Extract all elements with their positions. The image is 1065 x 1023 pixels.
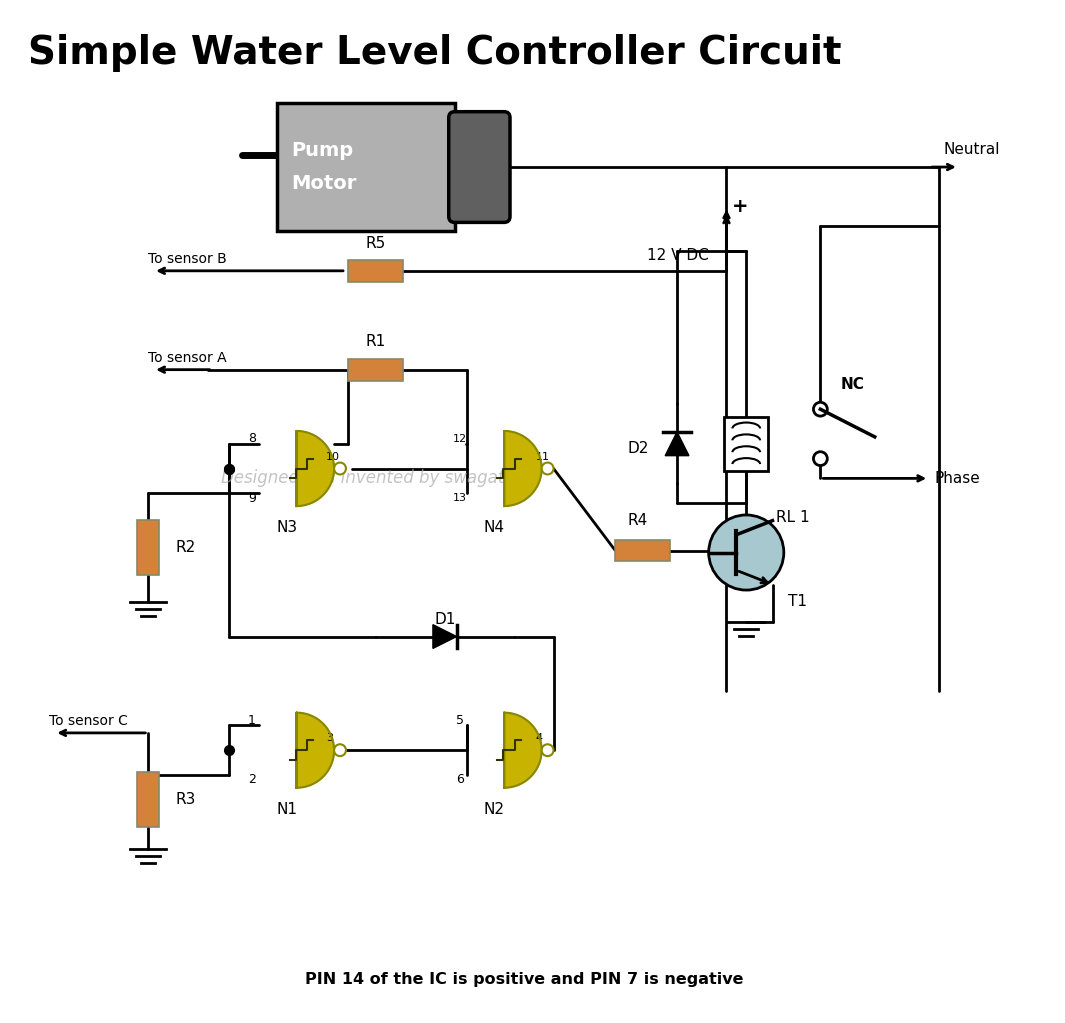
Circle shape	[708, 515, 784, 590]
Text: Neutral: Neutral	[944, 142, 1000, 158]
Text: R4: R4	[627, 514, 648, 529]
Text: N3: N3	[276, 521, 297, 535]
Circle shape	[334, 745, 346, 756]
Text: R5: R5	[365, 235, 386, 251]
Text: Motor: Motor	[292, 174, 357, 193]
Text: Phase: Phase	[934, 471, 980, 486]
Polygon shape	[504, 431, 542, 506]
Bar	[277, 102, 455, 231]
Bar	[137, 772, 159, 827]
Text: 13: 13	[453, 493, 466, 503]
Text: To sensor C: To sensor C	[49, 714, 128, 728]
Text: N1: N1	[276, 802, 297, 817]
Text: 6: 6	[456, 773, 463, 787]
Text: 8: 8	[248, 433, 256, 445]
Polygon shape	[432, 625, 457, 649]
Text: R2: R2	[176, 540, 196, 555]
FancyBboxPatch shape	[448, 112, 510, 222]
Circle shape	[814, 452, 828, 465]
Bar	[137, 521, 159, 575]
Text: 3: 3	[326, 733, 333, 744]
Bar	[724, 416, 769, 471]
Polygon shape	[666, 432, 689, 455]
Polygon shape	[296, 431, 334, 506]
Text: R3: R3	[176, 792, 196, 807]
Text: 4: 4	[536, 733, 543, 744]
Text: 12 V DC: 12 V DC	[648, 249, 709, 264]
Text: D2: D2	[627, 441, 649, 456]
Circle shape	[334, 462, 346, 475]
Text: 9: 9	[248, 492, 256, 504]
Text: T1: T1	[788, 594, 807, 610]
Text: 12: 12	[453, 434, 466, 444]
Polygon shape	[504, 713, 542, 788]
Text: 1: 1	[248, 714, 256, 727]
Text: Pump: Pump	[292, 141, 354, 160]
Text: To sensor B: To sensor B	[148, 252, 227, 266]
Text: NC: NC	[840, 377, 864, 392]
Text: 5: 5	[456, 714, 463, 727]
Circle shape	[542, 462, 554, 475]
Text: R1: R1	[365, 335, 386, 350]
Polygon shape	[296, 713, 334, 788]
Text: +: +	[732, 197, 748, 216]
Circle shape	[542, 745, 554, 756]
Text: N2: N2	[484, 802, 505, 817]
Text: N4: N4	[484, 521, 505, 535]
Text: RL 1: RL 1	[776, 510, 809, 526]
Text: 2: 2	[248, 773, 256, 787]
Circle shape	[814, 402, 828, 416]
Text: PIN 14 of the IC is positive and PIN 7 is negative: PIN 14 of the IC is positive and PIN 7 i…	[305, 972, 743, 987]
Text: 11: 11	[536, 451, 550, 461]
Bar	[348, 260, 403, 281]
Bar	[348, 359, 403, 381]
Bar	[616, 540, 670, 562]
Text: 10: 10	[326, 451, 340, 461]
Text: D1: D1	[435, 612, 456, 627]
Text: Designed and invented by swagatam: Designed and invented by swagatam	[220, 470, 530, 487]
Text: Simple Water Level Controller Circuit: Simple Water Level Controller Circuit	[28, 35, 841, 73]
Text: To sensor A: To sensor A	[148, 351, 227, 365]
